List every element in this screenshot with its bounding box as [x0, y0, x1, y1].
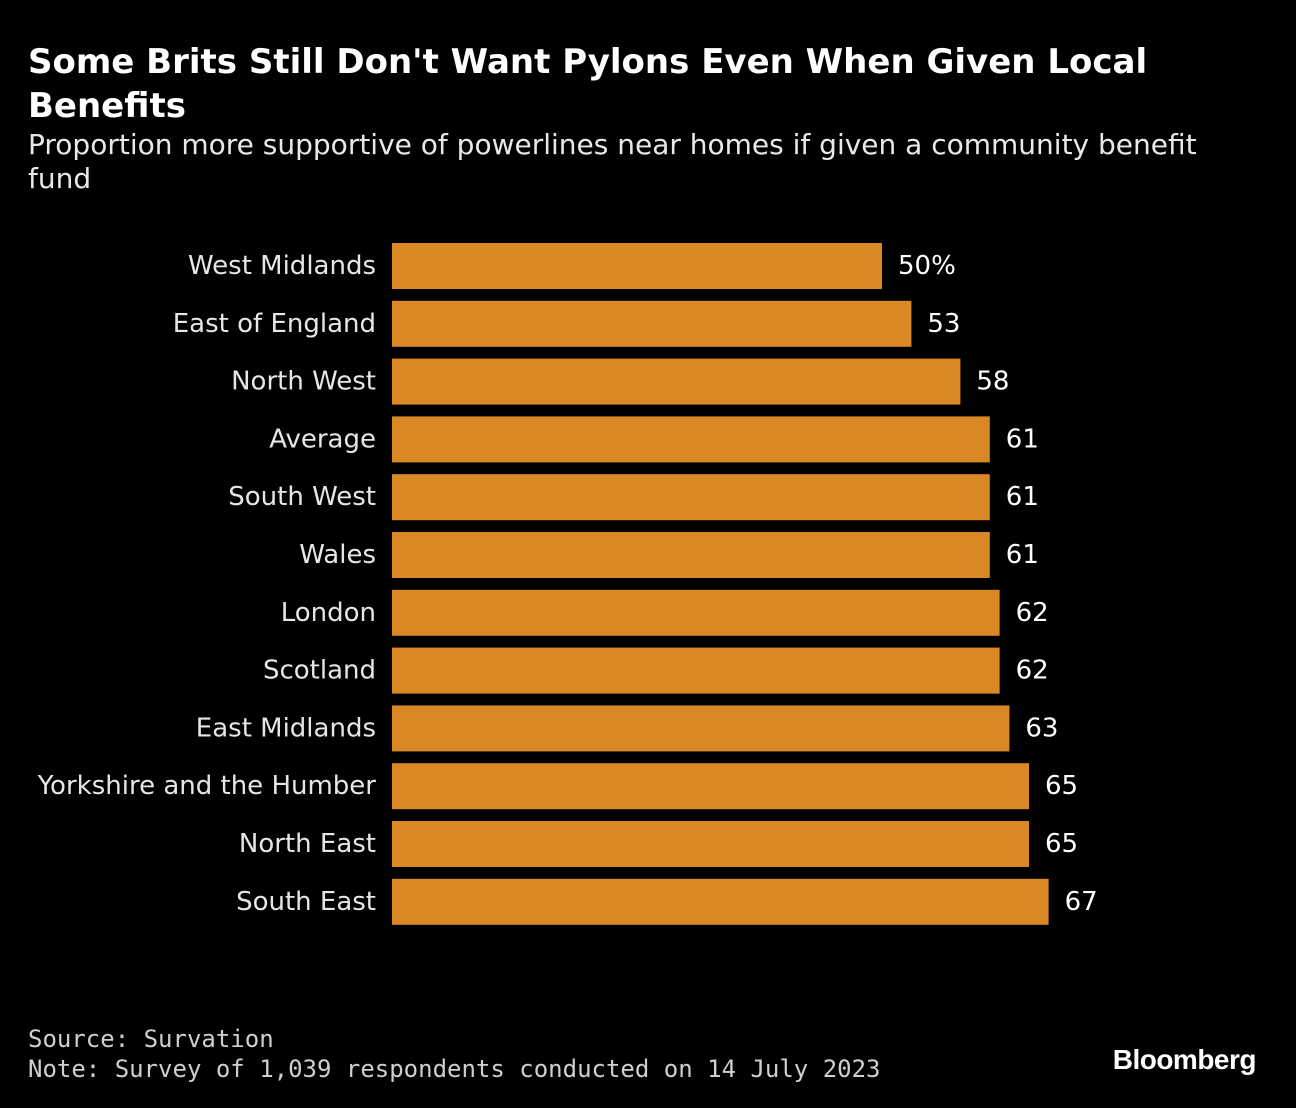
- chart-footer: Source: Survation Note: Survey of 1,039 …: [28, 1024, 881, 1084]
- bar: [392, 821, 1029, 867]
- value-label: 61: [1006, 540, 1039, 570]
- value-label: 53: [927, 309, 960, 339]
- category-label: Scotland: [263, 656, 376, 686]
- category-label: West Midlands: [188, 251, 376, 281]
- value-label: 62: [1016, 656, 1049, 686]
- bar: [392, 589, 1000, 636]
- category-label: South East: [236, 887, 376, 917]
- category-label: North East: [239, 829, 376, 859]
- value-label: 62: [1016, 598, 1049, 628]
- value-label: 65: [1045, 771, 1078, 801]
- category-label: Wales: [299, 540, 376, 570]
- source-note: Source: Survation: [28, 1025, 274, 1053]
- value-label: 67: [1065, 887, 1098, 917]
- value-label: 61: [1006, 424, 1039, 454]
- bar: [392, 416, 990, 463]
- category-label: South West: [228, 482, 376, 512]
- value-label: 58: [976, 367, 1009, 397]
- category-label: East Midlands: [196, 713, 376, 743]
- survey-note: Note: Survey of 1,039 respondents conduc…: [28, 1055, 881, 1083]
- bloomberg-logo: Bloomberg: [1112, 1044, 1257, 1075]
- bar: [392, 358, 961, 405]
- bar-chart: West Midlands 50% East of England 53 North W…: [37, 243, 1098, 925]
- chart-subtitle: Proportion more supportive of powerlines…: [28, 128, 1197, 195]
- bar: [392, 647, 1000, 694]
- bar: [392, 300, 912, 347]
- value-label: 61: [1006, 482, 1039, 512]
- chart-title: Some Brits Still Don't Want Pylons Even …: [28, 42, 1148, 126]
- category-label: East of England: [173, 309, 376, 339]
- value-label: 63: [1025, 713, 1058, 743]
- category-label: London: [281, 598, 376, 628]
- bar: [392, 763, 1029, 810]
- bar: [392, 474, 990, 521]
- category-label: Average: [269, 424, 376, 454]
- bar: [392, 705, 1010, 752]
- bar: [392, 243, 882, 289]
- category-label: Yorkshire and the Humber: [37, 771, 377, 801]
- bar: [392, 532, 990, 578]
- bar: [392, 878, 1049, 925]
- category-label: North West: [231, 367, 376, 397]
- value-label: 65: [1045, 829, 1078, 859]
- value-label: 50%: [898, 251, 956, 281]
